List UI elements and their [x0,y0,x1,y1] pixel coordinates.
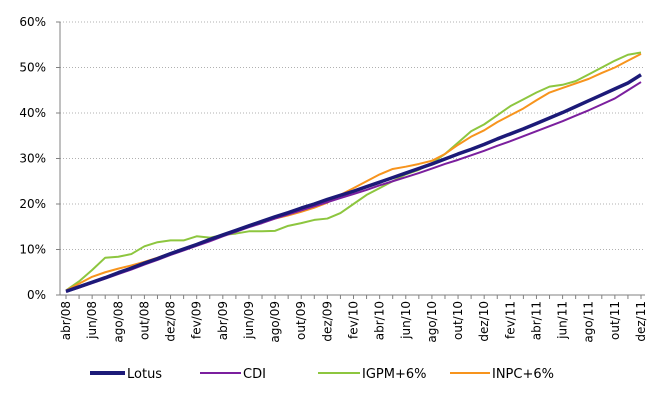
series-line [65,52,642,292]
x-tick-label: ago/11 [582,301,596,343]
x-tick-label: fev/10 [347,301,361,339]
x-tick-label: out/10 [451,301,465,340]
y-tick-label: 30% [19,152,46,166]
x-tick-label: abr/08 [59,301,73,340]
x-tick-label: jun/08 [85,301,99,340]
x-tick-label: fev/09 [190,301,204,339]
x-tick-label: jun/10 [399,301,413,340]
legend-label: IGPM+6% [362,367,426,382]
x-tick-label: abr/10 [373,301,387,340]
x-tick-label: dez/11 [634,301,647,342]
legend-label: CDI [243,367,266,382]
series-line [65,73,642,294]
x-tick-label: abr/09 [216,301,230,340]
y-tick-label: 50% [19,61,46,75]
x-tick-label: abr/11 [529,301,543,340]
x-tick-label: jun/11 [556,301,570,340]
x-tick-label: dez/09 [320,301,334,342]
x-tick-label: fev/11 [503,301,517,339]
x-tick-label: out/11 [608,301,622,340]
y-tick-label: 0% [27,288,46,302]
y-tick-label: 10% [19,243,46,257]
legend-label: Lotus [127,367,162,382]
legend-label: INPC+6% [492,367,554,382]
x-tick-label: out/08 [137,301,151,340]
series-line [65,51,642,292]
y-tick-label: 60% [19,15,46,29]
x-tick-label: ago/09 [268,301,282,343]
x-tick-label: ago/10 [425,301,439,343]
x-tick-label: dez/08 [164,301,178,342]
x-tick-label: out/09 [294,301,308,340]
x-tick-label: jun/09 [242,301,256,340]
y-tick-label: 40% [19,106,46,120]
x-tick-label: dez/10 [477,301,491,342]
x-tick-label: ago/08 [111,301,125,343]
y-tick-label: 20% [19,197,46,211]
